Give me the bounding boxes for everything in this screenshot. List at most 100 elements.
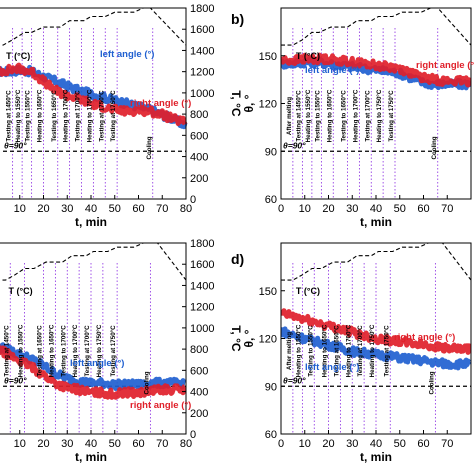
- y-right-tick-label: 600: [190, 365, 208, 377]
- chart-panel-1: Testing at 1450°C Heating to 1550°C Testin…: [0, 3, 243, 229]
- temperature-line: [281, 243, 471, 281]
- x-tick-label: 40: [370, 203, 382, 215]
- y-left-axis-label: θ, °: [242, 329, 256, 347]
- x-tick-label: 30: [346, 438, 358, 450]
- y-right-tick-label: 1400: [190, 45, 214, 57]
- temperature-label: T (°C): [296, 286, 320, 296]
- series-label-right-angle: right angle (°): [130, 400, 191, 411]
- x-tick-label: 30: [61, 438, 73, 450]
- series-line-right-angle: [0, 343, 187, 400]
- x-axis-label: t, min: [75, 450, 107, 464]
- stage-label: Testing at 1700°C: [364, 90, 371, 142]
- stage-label: Testing at 1450°C: [295, 90, 302, 142]
- stage-label: Testing at 1750°C: [110, 90, 117, 142]
- y-left-axis-label: θ, °: [242, 94, 256, 112]
- stage-label: Cooling: [146, 136, 153, 159]
- stage-label: Testing to 1550°C: [307, 325, 314, 377]
- y-left-tick-label: 120: [259, 334, 277, 346]
- y-left-tick-label: 90: [265, 146, 277, 158]
- stage-label: Testing at 1750°C: [110, 325, 117, 377]
- x-axis-label: t, min: [360, 450, 392, 464]
- stage-label: Heating to 1550°C: [15, 89, 22, 142]
- x-tick-label: 60: [132, 438, 144, 450]
- stage-label: Testing at 1450°C: [6, 90, 13, 142]
- stage-label: Cooling: [143, 371, 150, 394]
- x-tick-label: 20: [37, 438, 49, 450]
- plot-area: [281, 8, 471, 199]
- x-tick-label: 20: [322, 203, 334, 215]
- x-tick-label: 10: [14, 438, 26, 450]
- y-right-tick-label: 800: [190, 109, 208, 121]
- stage-label: Testing at 1650°C: [37, 325, 44, 377]
- x-tick-label: 40: [85, 203, 97, 215]
- x-tick-label: 40: [370, 438, 382, 450]
- y-right-tick-label: 1200: [190, 67, 214, 79]
- x-tick-label: 70: [156, 203, 168, 215]
- x-tick-label: 80: [180, 438, 192, 450]
- y-left-tick-label: 60: [265, 194, 277, 206]
- y-right-tick-label: 1800: [190, 238, 214, 250]
- y-right-tick-label: 800: [190, 344, 208, 356]
- stage-label: Cooling: [431, 136, 438, 159]
- y-left-tick-label: 150: [259, 286, 277, 298]
- panel-label: d): [231, 251, 244, 267]
- theta-90-label: θ=90°: [283, 140, 306, 150]
- series-line-right-angle: [281, 52, 471, 88]
- x-tick-label: 10: [299, 203, 311, 215]
- stage-label: Heating to 1550°C: [295, 324, 302, 377]
- x-tick-label: 60: [417, 203, 429, 215]
- stage-label: Testing to 1650°C: [341, 90, 348, 142]
- series-line-left-angle: [281, 326, 471, 371]
- stage-label: Heating to 1650°C: [48, 324, 55, 377]
- x-tick-label: 40: [85, 438, 97, 450]
- x-tick-label: 0: [278, 203, 284, 215]
- x-tick-label: 20: [322, 438, 334, 450]
- temperature-line: [0, 243, 187, 281]
- series-line-right-angle: [0, 62, 188, 126]
- theta-90-label: θ=90°: [4, 375, 27, 385]
- y-right-axis-label: T, °C: [229, 90, 243, 116]
- theta-90-label: θ=90°: [4, 140, 27, 150]
- stage-label: Heating to 1750°C: [376, 89, 383, 142]
- stage-label: Heating to 1650°C: [37, 89, 44, 142]
- stage-label: After melting: [286, 332, 293, 370]
- x-tick-label: 50: [109, 438, 121, 450]
- stage-label: Heating to 1700°C: [345, 324, 352, 377]
- panel-label: b): [231, 11, 244, 27]
- x-tick-label: 30: [346, 203, 358, 215]
- y-right-tick-label: 200: [190, 173, 208, 185]
- x-tick-label: 30: [61, 203, 73, 215]
- y-right-tick-label: 1600: [190, 259, 214, 271]
- y-right-tick-label: 400: [190, 152, 208, 164]
- series-label-right-angle: right angle (°): [416, 60, 474, 71]
- x-tick-label: 50: [109, 203, 121, 215]
- plot-area: [0, 243, 187, 434]
- y-left-tick-label: 90: [265, 381, 277, 393]
- y-right-tick-label: 200: [190, 408, 208, 420]
- y-left-tick-label: 120: [259, 99, 277, 111]
- temperature-label: T (°C): [6, 51, 30, 61]
- stage-label: Testing to 1700°C: [60, 325, 67, 377]
- stage-label: Heating to 1700°C: [72, 324, 79, 377]
- series-label-left-angle: left angle (°): [305, 362, 359, 373]
- temperature-label: T (°C): [9, 286, 33, 296]
- plot-area: [281, 243, 471, 434]
- y-right-axis-label: T, °C: [229, 325, 243, 351]
- stage-label: Heating to 1750°C: [369, 324, 376, 377]
- chart-panel-2: After melting Testing at 1450°C Heating to…: [231, 7, 474, 229]
- series-line-right-angle: [281, 308, 471, 355]
- series-label-left-angle: left angle (°): [100, 49, 154, 60]
- series-label-right-angle: right angle (°): [130, 98, 191, 109]
- stage-label: Testing at 1450°C: [3, 325, 10, 377]
- theta-90-label: θ=90°: [283, 375, 306, 385]
- stage-label: Heating to 1700°C: [352, 89, 359, 142]
- stage-label: Testing at 1700°C: [84, 325, 91, 377]
- y-right-tick-label: 1600: [190, 24, 214, 36]
- stage-label: Heating to 1750°C: [86, 89, 93, 142]
- stage-label: Heating to 1700°C: [63, 89, 70, 142]
- x-tick-label: 50: [394, 203, 406, 215]
- x-tick-label: 10: [14, 203, 26, 215]
- x-axis-label: t, min: [75, 215, 107, 229]
- stage-label: Heating to 1550°C: [18, 324, 25, 377]
